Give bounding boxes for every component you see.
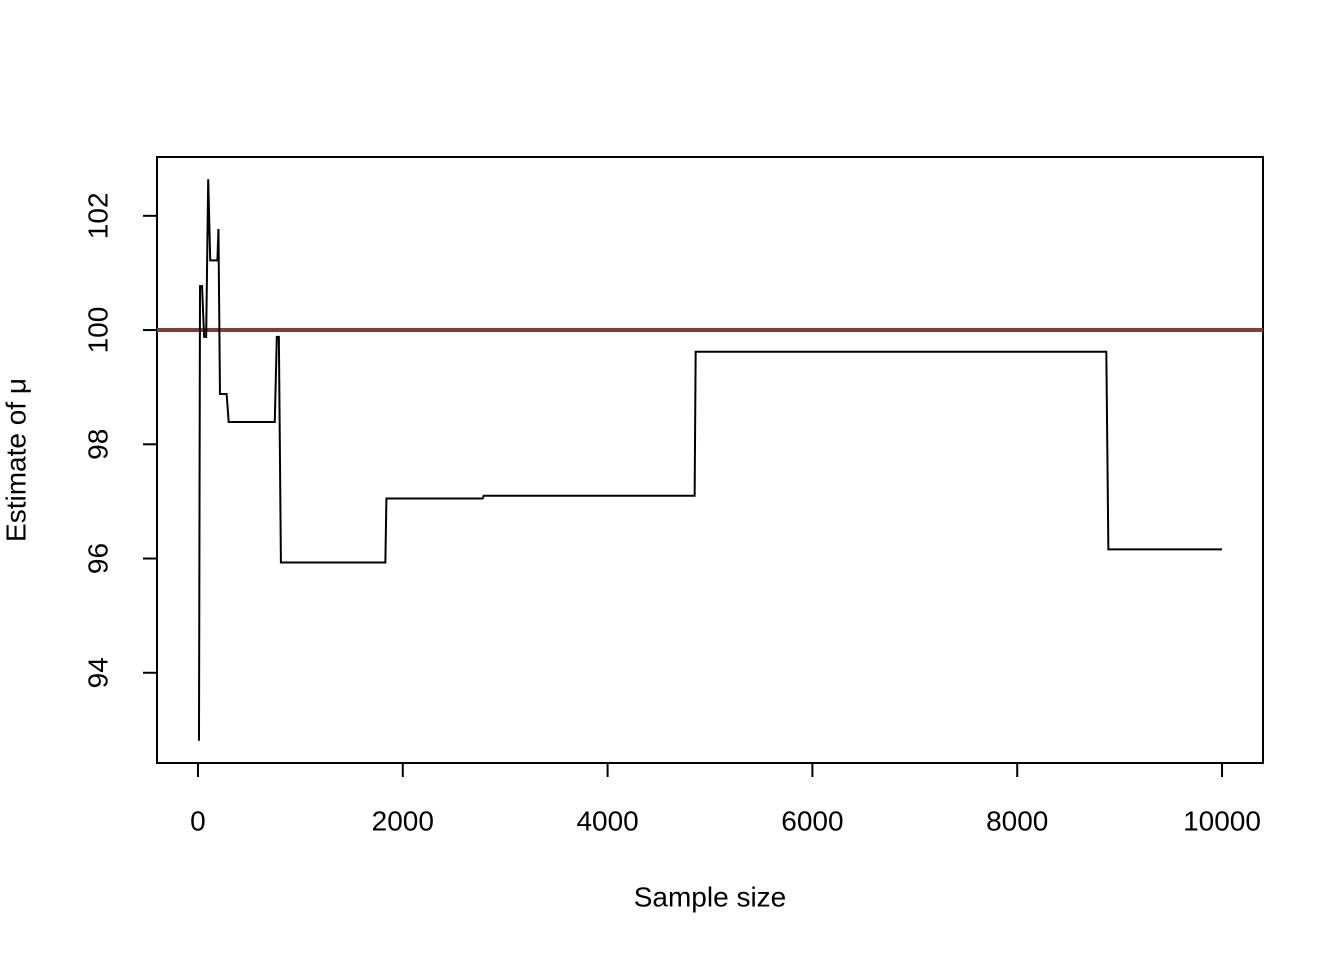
y-axis-title: Estimate of μ [0, 378, 31, 542]
x-tick-label: 10000 [1183, 805, 1261, 836]
y-tick-label: 100 [82, 307, 113, 354]
x-tick-label: 0 [190, 805, 206, 836]
x-tick-label: 6000 [781, 805, 843, 836]
x-tick-label: 2000 [372, 805, 434, 836]
y-tick-label: 94 [82, 657, 113, 688]
x-tick-label: 4000 [576, 805, 638, 836]
data-line [197, 179, 1223, 741]
plot-frame [156, 156, 1264, 764]
y-tick-label: 98 [82, 429, 113, 460]
y-tick-label: 102 [82, 192, 113, 239]
x-axis-title: Sample size [634, 881, 787, 912]
x-tick-label: 8000 [986, 805, 1048, 836]
y-tick-label: 96 [82, 543, 113, 574]
